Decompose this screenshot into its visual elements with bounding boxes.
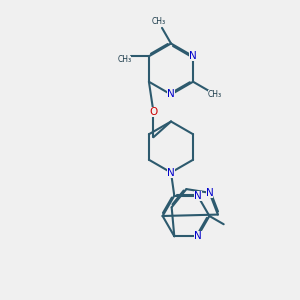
Text: N: N [206, 188, 213, 198]
Text: O: O [149, 107, 158, 117]
Text: N: N [194, 191, 202, 201]
Text: N: N [167, 89, 175, 100]
Text: CH₃: CH₃ [151, 17, 165, 26]
Text: N: N [167, 167, 175, 178]
Text: N: N [194, 231, 202, 241]
Text: CH₃: CH₃ [208, 90, 222, 99]
Text: N: N [189, 51, 197, 61]
Text: CH₃: CH₃ [117, 56, 131, 64]
